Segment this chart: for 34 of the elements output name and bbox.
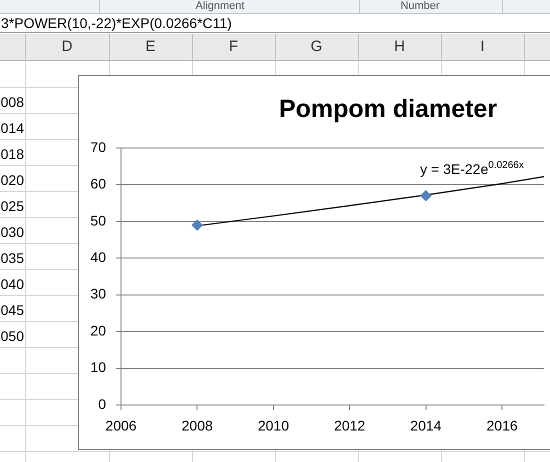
y-tick-label: 40 — [90, 249, 106, 265]
y-tick-label: 50 — [90, 212, 106, 228]
text: 050 — [0, 328, 24, 344]
text: F — [228, 38, 238, 56]
text: 3*POWER(10,-22)*EXP(0.0266*C11) — [1, 14, 232, 32]
text: 045 — [0, 302, 24, 318]
text: H — [394, 38, 405, 56]
text: D — [62, 38, 72, 56]
text: 040 — [0, 276, 24, 292]
text: 008 — [0, 94, 24, 110]
x-tick-label: 2012 — [334, 417, 366, 434]
y-tick-label: 20 — [90, 322, 106, 338]
x-tick-label: 2014 — [410, 417, 442, 434]
text: 020 — [0, 172, 24, 188]
text: G — [310, 38, 322, 56]
text: 025 — [0, 198, 24, 214]
text: Alignment — [196, 0, 244, 13]
x-tick-label: 2010 — [258, 417, 290, 434]
chart-title: Pompom diameter — [278, 94, 498, 123]
y-tick-label: 60 — [90, 176, 106, 192]
y-tick-label: 30 — [90, 286, 106, 302]
text: Number — [400, 0, 440, 13]
text: 035 — [0, 250, 24, 266]
x-tick-label: 2016 — [486, 417, 518, 434]
x-tick-label: 2008 — [182, 417, 213, 434]
x-tick-label: 2006 — [105, 417, 137, 434]
y-tick-label: 70 — [90, 138, 106, 155]
text: 030 — [0, 224, 24, 240]
text: E — [145, 38, 156, 56]
y-tick-label: 10 — [90, 359, 106, 376]
y-tick-label: 0 — [98, 396, 106, 412]
text: 014 — [0, 120, 24, 136]
text: 018 — [0, 146, 24, 162]
text: I — [480, 38, 485, 56]
